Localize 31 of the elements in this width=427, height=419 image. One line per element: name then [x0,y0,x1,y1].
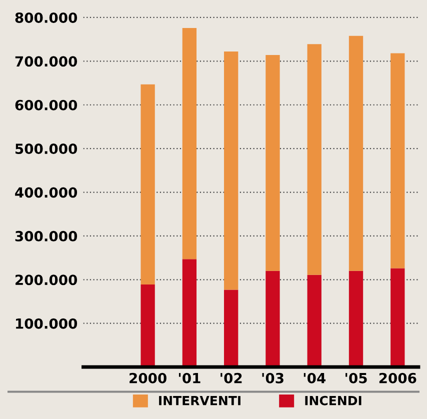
bar [224,52,238,290]
y-tick-label: 800.000 [15,12,78,23]
y-tick-label: 100.000 [16,318,78,329]
bar [182,28,197,260]
legend-label: INCENDI [305,396,362,406]
y-tick-label: 300.000 [15,230,78,242]
bar [348,270,364,368]
y-tick-label: 500.000 [16,144,78,154]
x-tick-label: '02 [220,372,242,384]
x-tick-label: 2006 [379,372,416,384]
y-tick-label: 600.000 [15,100,78,110]
x-tick-label: '01 [178,372,200,384]
x-tick-label: 2000 [130,372,166,384]
bar [348,36,364,271]
y-tick-label: 200.000 [16,274,78,286]
bar [182,259,197,368]
bar [266,55,280,271]
bar [390,268,405,368]
bar [307,44,322,275]
x-tick-label: '05 [346,372,367,384]
y-tick-label: 700.000 [15,56,78,67]
bar [140,284,155,368]
legend-label: INTERVENTI [159,396,240,406]
bar [140,84,155,284]
bar [266,270,280,368]
y-tick-label: 400.000 [15,187,78,198]
x-tick-label: '04 [304,372,326,384]
bar [224,290,238,368]
x-tick-label: '03 [262,372,284,384]
bar [390,53,405,268]
bar [307,274,322,368]
